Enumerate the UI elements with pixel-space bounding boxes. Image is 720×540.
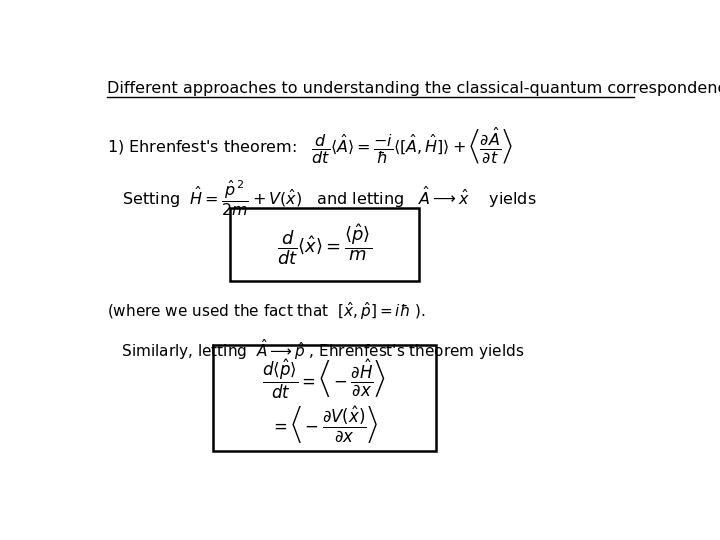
Text: (where we used the fact that  $[\hat{x},\hat{p}] = i\hbar$ ).: (where we used the fact that $[\hat{x},\… [107,300,426,322]
Text: Similarly, letting  $\hat{A} \longrightarrow \hat{p}$ , Ehrenfest's theorem yiel: Similarly, letting $\hat{A} \longrightar… [107,337,524,362]
FancyBboxPatch shape [213,346,436,451]
Text: 1) Ehrenfest's theorem:   $\dfrac{d}{dt}\langle \hat{A}\rangle = \dfrac{-i}{\hba: 1) Ehrenfest's theorem: $\dfrac{d}{dt}\l… [107,125,513,165]
Text: $\dfrac{d\langle\hat{p}\rangle}{dt} = \left\langle -\dfrac{\partial\hat{H}}{\par: $\dfrac{d\langle\hat{p}\rangle}{dt} = \l… [262,357,387,401]
FancyBboxPatch shape [230,208,419,281]
Text: $= \left\langle -\dfrac{\partial V(\hat{x})}{\partial x}\right\rangle$: $= \left\langle -\dfrac{\partial V(\hat{… [270,404,379,445]
Text: $\dfrac{d}{dt}\langle \hat{x}\rangle = \dfrac{\langle\hat{p}\rangle}{m}$: $\dfrac{d}{dt}\langle \hat{x}\rangle = \… [277,222,372,267]
Text: Different approaches to understanding the classical-quantum correspondence:: Different approaches to understanding th… [107,82,720,97]
Text: Setting  $\hat{H} = \dfrac{\hat{p}^{\,2}}{2m} + V(\hat{x})$   and letting   $\ha: Setting $\hat{H} = \dfrac{\hat{p}^{\,2}}… [107,179,536,218]
